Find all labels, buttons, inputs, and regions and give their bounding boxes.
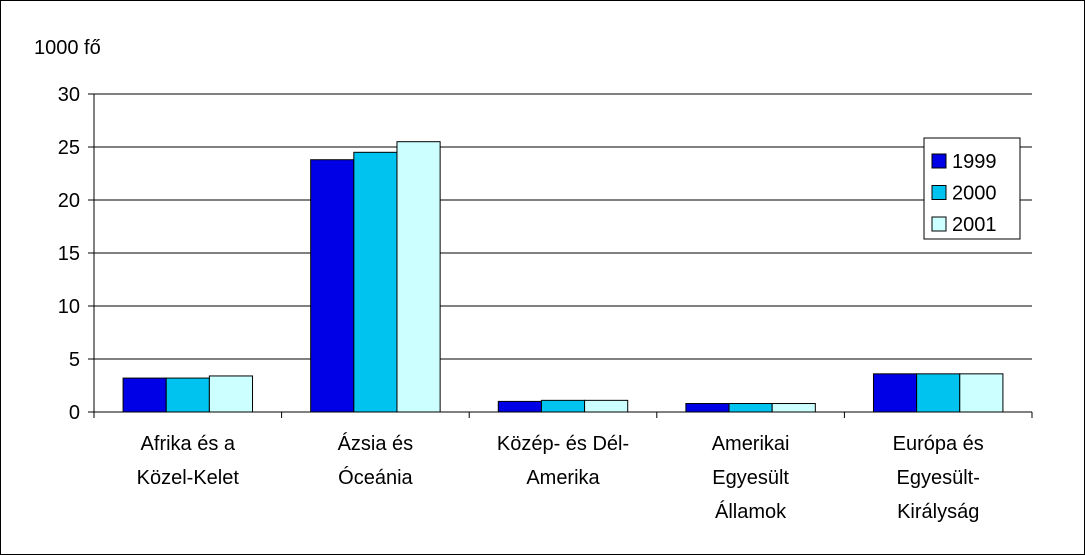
y-tick-label: 25	[58, 137, 80, 159]
y-tick-label: 0	[69, 402, 80, 424]
bar	[916, 373, 961, 413]
x-tick-label: Amerikai	[712, 433, 790, 455]
x-tick-label: Óceánia	[338, 466, 413, 489]
x-tick-label: Afrika és a	[141, 433, 236, 455]
x-tick-label: Európa és	[893, 433, 984, 455]
bar	[396, 141, 441, 413]
legend-label: 2001	[952, 214, 997, 236]
bar	[872, 373, 918, 413]
y-tick-labels: 0 5 10 15 20 25 30	[58, 84, 80, 424]
legend-swatch	[931, 153, 947, 169]
bar	[208, 375, 254, 413]
bar	[497, 400, 542, 413]
y-tick-label: 30	[58, 84, 80, 106]
x-tick-labels: Afrika és a Közel-Kelet Ázsia és Óceánia Köz…	[137, 432, 984, 523]
x-tick-label: Közel-Kelet	[137, 467, 240, 489]
axes	[88, 93, 1033, 418]
legend-swatch	[931, 216, 947, 232]
legend-items: 1999 2000 2001	[931, 151, 997, 236]
legend-label: 1999	[952, 151, 997, 173]
y-tick-label: 5	[69, 349, 80, 371]
gridlines	[94, 93, 1032, 360]
bars	[122, 141, 1004, 413]
x-tick-label: Királyság	[897, 501, 979, 523]
x-tick-label: Amerika	[526, 467, 600, 489]
legend-label: 2000	[952, 183, 997, 205]
bar	[122, 377, 167, 413]
y-tick-label: 15	[58, 243, 80, 265]
x-tick-label: Egyesült	[712, 467, 789, 489]
bar	[353, 151, 398, 413]
x-tick-label: Közép- és Dél-	[497, 433, 629, 455]
x-tick-label: Egyesült-	[897, 467, 980, 489]
x-tick-label: Államok	[715, 500, 787, 523]
bar	[540, 399, 586, 413]
bar	[685, 403, 730, 413]
bar	[771, 403, 816, 413]
bar	[165, 377, 210, 413]
bar	[584, 399, 629, 413]
y-tick-label: 10	[58, 296, 80, 318]
legend: 1999 2000 2001	[923, 137, 1021, 240]
x-tick-label: Ázsia és	[338, 432, 414, 455]
y-tick-label: 20	[58, 190, 80, 212]
bar	[959, 373, 1004, 413]
bar	[728, 403, 773, 413]
y-axis-title: 1000 fő	[34, 37, 101, 59]
bar	[310, 159, 355, 413]
legend-swatch	[931, 185, 947, 200]
